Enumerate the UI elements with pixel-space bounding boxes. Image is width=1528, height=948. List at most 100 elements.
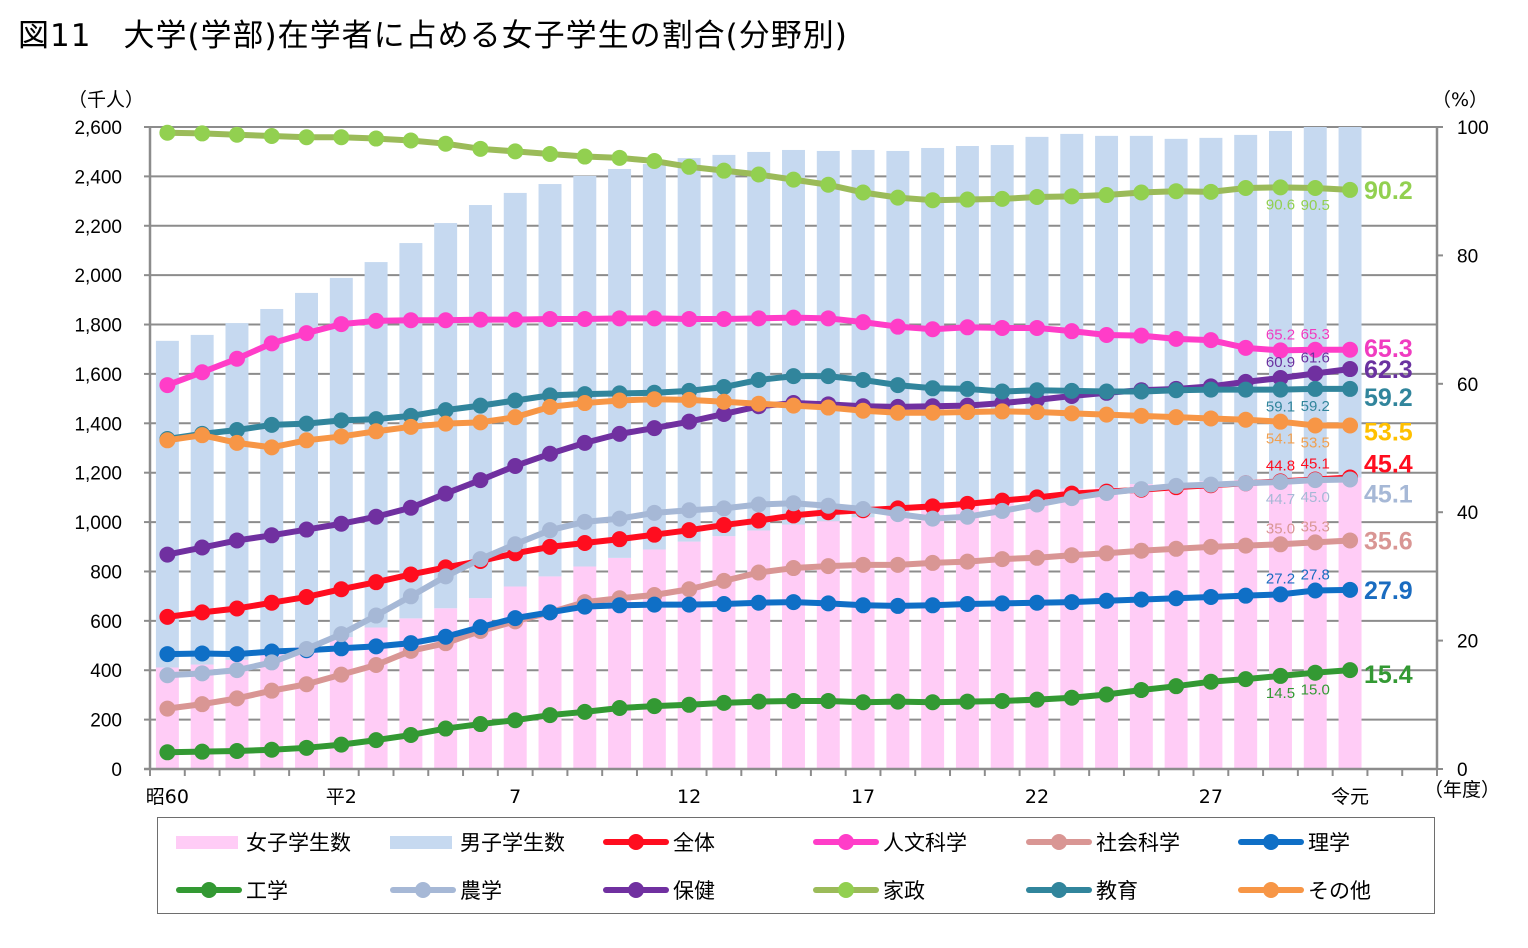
data-point [1063,382,1080,399]
male-students-bar [816,150,840,522]
x-axis-unit-label: （年度） [1424,779,1500,801]
data-point [1098,686,1115,703]
data-point [194,539,211,556]
data-point [542,522,559,539]
legend-label: 社会科学 [1096,831,1180,855]
data-point [368,423,385,440]
data-point [1168,477,1185,494]
data-point [472,619,489,636]
data-point [159,377,176,394]
legend-label: 教育 [1096,879,1138,903]
data-point [333,736,350,753]
female-students-bar [1199,481,1223,769]
end-value-label: 35.6 [1364,527,1413,555]
data-point [437,135,454,152]
data-point [646,504,663,521]
data-point [576,434,593,451]
series-その他 [159,391,1359,456]
data-point [855,371,872,388]
female-students-bar [538,576,562,769]
data-point [994,502,1011,519]
female-students-bar [782,524,805,769]
data-point [1028,188,1045,205]
data-point [820,497,837,514]
left-axis-tick-label: 2,000 [74,266,122,287]
data-point [1063,490,1080,507]
data-point [994,595,1011,612]
data-point [750,166,767,183]
data-point [1098,383,1115,400]
data-point [298,640,315,657]
data-point [1342,361,1359,378]
data-point [228,743,245,760]
female-students-bar [921,510,945,769]
data-point [194,364,211,381]
legend: 女子学生数 男子学生数 全体 人文科学 社会科学 理学 工学 農学 保健 家政 教育 その他 [157,817,1435,914]
data-point [681,391,698,408]
data-label: 53.5 [1301,435,1330,452]
data-point [820,692,837,709]
left-axis-tick-label: 2,200 [74,217,122,238]
data-point [228,422,245,439]
data-point [924,380,941,397]
data-point [298,676,315,693]
data-point [820,558,837,575]
data-point [959,693,976,710]
data-point [402,499,419,516]
data-point [298,521,315,538]
data-point [159,646,176,663]
data-point [263,416,280,433]
left-axis-tick-label: 600 [90,612,122,633]
data-point [437,720,454,737]
data-point [889,556,906,573]
data-point [611,510,628,527]
data-point [715,517,732,534]
data-point [1272,667,1289,684]
data-point [715,393,732,410]
data-point [472,716,489,733]
data-point [855,402,872,419]
data-point [1237,339,1254,356]
male-students-bar [573,175,597,567]
data-label: 60.9 [1266,354,1295,371]
data-point [472,414,489,431]
data-point [785,397,802,414]
data-point [715,162,732,179]
data-point [576,598,593,615]
data-point [1342,662,1359,679]
end-value-label: 53.5 [1364,419,1413,447]
data-label: 45.0 [1301,489,1330,506]
male-students-bar [677,158,701,542]
data-label: 35.0 [1266,520,1295,537]
data-point [159,124,176,141]
end-value-label: 65.3 [1364,335,1413,363]
right-axis-tick-label: 60 [1457,375,1478,396]
data-point [820,368,837,385]
data-point [646,420,663,437]
data-point [159,667,176,684]
female-students-bar [1303,479,1327,769]
data-label: 44.8 [1266,457,1295,474]
legend-bar-swatch [390,827,456,857]
data-label: 35.3 [1301,518,1330,535]
data-point [402,726,419,743]
data-point [1133,383,1150,400]
female-students-bar [851,517,875,769]
data-point [368,130,385,147]
male-students-bar [851,149,875,518]
end-value-label: 90.2 [1364,177,1413,205]
data-point [228,350,245,367]
data-point [1272,342,1289,359]
data-point [715,500,732,517]
data-point [750,310,767,327]
end-value-label: 59.2 [1364,384,1413,412]
data-point [611,425,628,442]
left-axis-tick-label: 1,400 [74,414,122,435]
data-point [681,310,698,327]
data-point [1133,542,1150,559]
data-point [263,127,280,144]
data-point [1028,496,1045,513]
data-point [855,500,872,517]
data-point [855,184,872,201]
female-students-bar [642,549,666,769]
